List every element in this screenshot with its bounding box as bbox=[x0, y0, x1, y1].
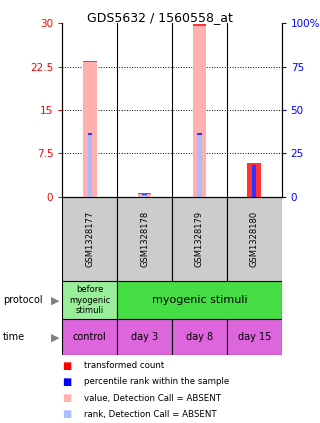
Bar bbox=[172, 197, 227, 281]
Bar bbox=[193, 25, 206, 26]
Bar bbox=[252, 165, 256, 197]
Bar bbox=[142, 194, 147, 195]
Bar bbox=[138, 192, 151, 194]
Text: before
myogenic
stimuli: before myogenic stimuli bbox=[69, 286, 110, 315]
Bar bbox=[142, 194, 147, 197]
Text: transformed count: transformed count bbox=[84, 361, 164, 371]
Text: ■: ■ bbox=[62, 409, 72, 419]
Text: GSM1328179: GSM1328179 bbox=[195, 211, 204, 267]
Bar bbox=[117, 197, 172, 281]
Text: GSM1328180: GSM1328180 bbox=[250, 211, 259, 267]
Text: percentile rank within the sample: percentile rank within the sample bbox=[84, 377, 229, 387]
Bar bbox=[227, 197, 282, 281]
Text: GSM1328177: GSM1328177 bbox=[85, 211, 94, 267]
Text: GDS5632 / 1560558_at: GDS5632 / 1560558_at bbox=[87, 11, 233, 24]
Bar bbox=[83, 61, 97, 62]
Bar bbox=[227, 319, 282, 355]
Bar bbox=[197, 133, 202, 197]
Bar bbox=[83, 61, 97, 197]
Bar bbox=[88, 133, 92, 135]
Bar bbox=[138, 192, 151, 197]
Text: ▶: ▶ bbox=[51, 295, 59, 305]
Text: ■: ■ bbox=[62, 361, 72, 371]
Text: ■: ■ bbox=[62, 377, 72, 387]
Bar bbox=[62, 197, 117, 281]
Text: ▶: ▶ bbox=[51, 332, 59, 342]
Bar bbox=[117, 281, 282, 319]
Bar bbox=[117, 319, 172, 355]
Bar bbox=[88, 133, 92, 197]
Text: day 3: day 3 bbox=[131, 332, 158, 342]
Text: control: control bbox=[73, 332, 107, 342]
Text: ■: ■ bbox=[62, 393, 72, 403]
Bar bbox=[62, 281, 117, 319]
Bar bbox=[197, 133, 202, 135]
Text: value, Detection Call = ABSENT: value, Detection Call = ABSENT bbox=[84, 393, 221, 403]
Text: rank, Detection Call = ABSENT: rank, Detection Call = ABSENT bbox=[84, 409, 217, 419]
Text: time: time bbox=[3, 332, 25, 342]
Text: day 15: day 15 bbox=[237, 332, 271, 342]
Bar bbox=[62, 319, 117, 355]
Text: myogenic stimuli: myogenic stimuli bbox=[152, 295, 247, 305]
Text: protocol: protocol bbox=[3, 295, 43, 305]
Bar bbox=[172, 319, 227, 355]
Text: GSM1328178: GSM1328178 bbox=[140, 211, 149, 267]
Text: day 8: day 8 bbox=[186, 332, 213, 342]
Bar bbox=[193, 25, 206, 197]
Bar bbox=[247, 163, 261, 197]
